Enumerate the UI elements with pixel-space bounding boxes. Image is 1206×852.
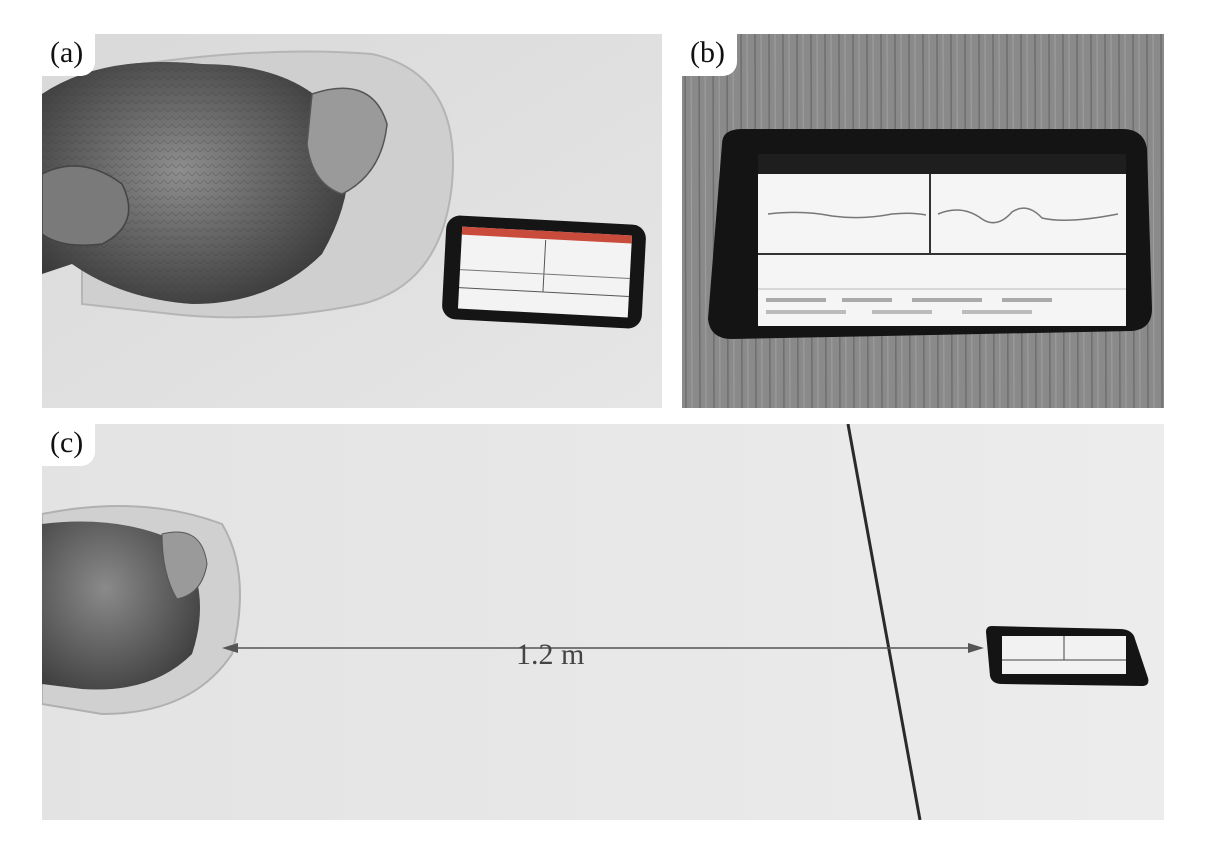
panel-b-label: (b) [682, 34, 737, 76]
panel-c-photo [42, 424, 1164, 820]
distance-arrow [222, 643, 984, 653]
panel-b: (b) [682, 34, 1164, 408]
panel-c-label: (c) [42, 424, 96, 466]
phone-a [442, 215, 646, 329]
panel-a: (a) [42, 34, 662, 408]
panel-c: (c) 1.2 m [42, 424, 1164, 820]
panel-a-label: (a) [42, 34, 96, 76]
table-seam [846, 424, 922, 820]
phone-c [986, 626, 1149, 686]
phone-b [708, 129, 1152, 339]
distance-label: 1.2 m [516, 638, 585, 671]
panel-b-photo [682, 34, 1164, 408]
panel-a-photo [42, 34, 662, 408]
chicken-c [42, 521, 200, 690]
